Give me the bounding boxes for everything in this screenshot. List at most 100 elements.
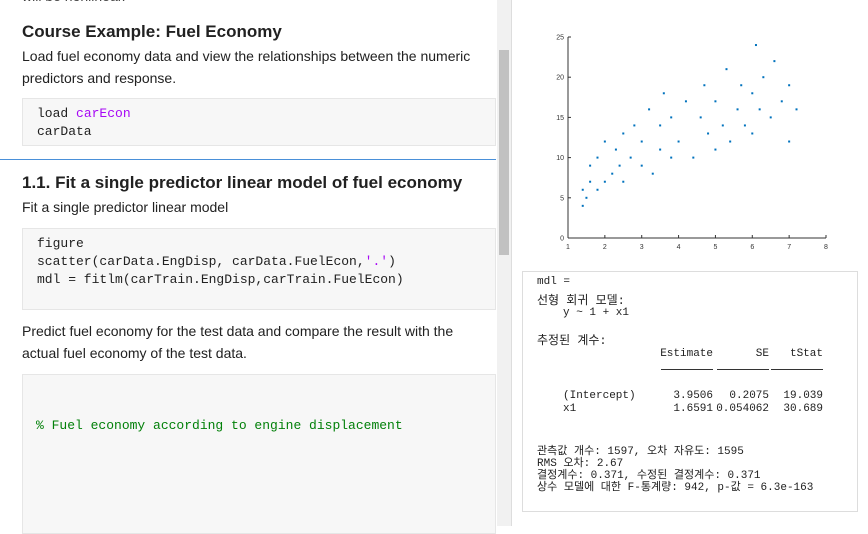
point — [751, 92, 754, 95]
point — [725, 68, 728, 71]
point — [751, 132, 754, 135]
coef-table: Estimate SE tStat (Intercept) 3.9506 0.2075 19… — [523, 272, 857, 442]
point — [677, 140, 680, 143]
column-header: tStat — [789, 348, 823, 360]
point — [729, 140, 732, 143]
y-tick-label: 15 — [556, 115, 564, 122]
x-tick-label: 6 — [750, 244, 754, 251]
point — [684, 100, 687, 103]
table-cell: 3.9506 — [673, 390, 713, 402]
panel-divider — [511, 0, 512, 526]
x-tick-label: 8 — [824, 244, 828, 251]
point — [633, 124, 636, 127]
output-footer: 관측값 개수: 1597, 오차 자유도: 1595 RMS 오차: 2.67 결정… — [537, 446, 813, 494]
point — [622, 132, 625, 135]
code-token: carData — [37, 124, 92, 139]
x-tick-label: 2 — [603, 244, 607, 251]
predict-description: Predict fuel economy for the test data a… — [22, 323, 454, 361]
scrollbar[interactable] — [497, 0, 511, 526]
table-cell: 30.689 — [783, 403, 823, 415]
column-rule — [717, 369, 769, 370]
x-tick-label: 5 — [713, 244, 717, 251]
section-description: Load fuel economy data and view the rela… — [22, 48, 471, 86]
point — [659, 124, 662, 127]
point — [795, 108, 798, 111]
point — [640, 140, 643, 143]
table-cell: 0.2075 — [729, 390, 769, 402]
x-tick-label: 3 — [640, 244, 644, 251]
code-line: mdl = fitlm(carTrain.EngDisp,carTrain.Fu… — [37, 271, 481, 289]
point — [618, 164, 621, 167]
code-line: figure — [37, 235, 481, 253]
y-tick-label: 25 — [556, 35, 564, 42]
point — [736, 108, 739, 111]
section-title: Course Example: Fuel Economy — [22, 22, 282, 41]
column-header: Estimate — [660, 348, 713, 360]
point — [754, 44, 757, 47]
code-token: ) — [388, 254, 396, 269]
point — [603, 140, 606, 143]
output-formula: y ~ 1 + x1 — [563, 307, 630, 319]
point — [589, 180, 592, 183]
code-token: figure — [37, 236, 84, 251]
code-block[interactable]: load carEcon carData — [22, 98, 496, 146]
code-token: mdl = fitlm(carTrain.EngDisp,carTrain.Fu… — [37, 272, 404, 287]
point — [640, 164, 643, 167]
footer-line: 결정계수: 0.371, 수정된 결정계수: 0.371 — [537, 470, 761, 482]
subsection-description: Fit a single predictor linear model — [22, 199, 229, 215]
scrollbar-thumb[interactable] — [499, 50, 509, 255]
divider — [0, 159, 496, 160]
point — [714, 148, 717, 151]
code-line: carData — [37, 123, 481, 141]
point — [788, 140, 791, 143]
y-tick-label: 10 — [556, 155, 564, 162]
output-var: mdl = — [537, 276, 571, 288]
point — [614, 148, 617, 151]
point — [707, 132, 710, 135]
point — [611, 172, 614, 175]
point — [581, 204, 584, 207]
point — [596, 156, 599, 159]
footer-line: RMS 오차: 2.67 — [537, 458, 624, 470]
code-block[interactable]: % Fuel economy according to engine displ… — [22, 374, 496, 534]
figure: 1 2 3 4 5 6 7 8 0 5 10 15 20 25 — [556, 35, 828, 252]
point — [662, 92, 665, 95]
x-tick-label: 7 — [787, 244, 791, 251]
point — [622, 180, 625, 183]
point — [589, 164, 592, 167]
point — [788, 84, 791, 87]
point — [762, 76, 765, 79]
output-model-title: 선형 회귀 모델: — [537, 294, 625, 308]
code-token: '.' — [364, 254, 389, 269]
code-block[interactable]: figure scatter(carData.EngDisp, carData.F… — [22, 228, 496, 310]
point — [773, 60, 776, 63]
point — [692, 156, 695, 159]
column-header: SE — [755, 348, 769, 360]
subsection-title: 1.1. Fit a single predictor linear model… — [22, 173, 463, 192]
partial-text: will be nonlinear. — [22, 0, 126, 7]
y-tick-label: 0 — [560, 236, 564, 243]
code-line: scatter(carData.EngDisp, carData.FuelEco… — [37, 253, 481, 271]
point — [603, 180, 606, 183]
point — [659, 148, 662, 151]
footer-line: 상수 모델에 대한 F-통계량: 942, p-값 = 6.3e-163 — [537, 482, 814, 494]
x-tick-label: 4 — [677, 244, 681, 251]
x-tick-label: 1 — [566, 244, 570, 251]
code-token: carEcon — [76, 106, 131, 121]
point — [721, 124, 724, 127]
point — [648, 108, 651, 111]
code-comment: % Fuel economy according to engine displ… — [36, 418, 403, 433]
point — [743, 124, 746, 127]
point — [651, 172, 654, 175]
point — [740, 84, 743, 87]
code-token: scatter(carData.EngDisp, carData.FuelEco… — [37, 254, 365, 269]
table-cell: x1 — [563, 403, 577, 415]
point — [699, 116, 702, 119]
point — [714, 100, 717, 103]
point — [581, 188, 584, 191]
footer-line: 관측값 개수: 1597, 오차 자유도: 1595 — [537, 446, 744, 458]
point — [703, 84, 706, 87]
code-token: load — [37, 106, 77, 121]
point — [769, 116, 772, 119]
